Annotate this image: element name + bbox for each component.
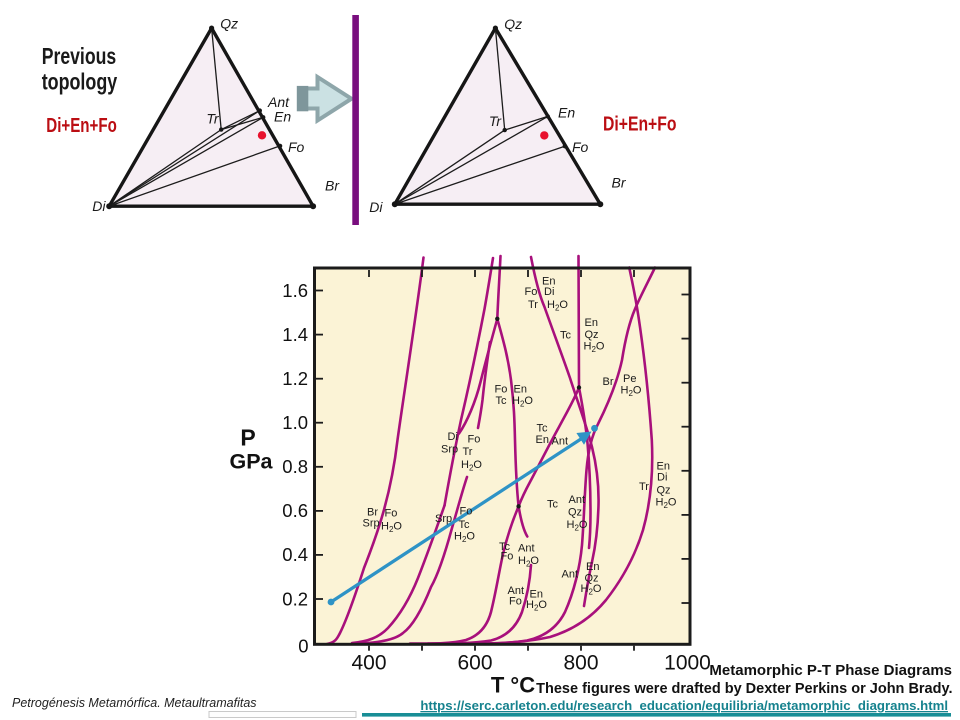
svg-text:P: P [240,425,255,451]
svg-text:400: 400 [351,651,386,674]
svg-text:Br: Br [603,376,614,388]
svg-text:Fo: Fo [509,596,522,608]
svg-text:En: En [542,276,555,288]
svg-text:0: 0 [298,636,308,657]
svg-text:800: 800 [563,651,598,674]
svg-text:H2O: H2O [381,521,402,535]
svg-text:Fo: Fo [495,384,508,396]
svg-text:H2O: H2O [656,497,677,511]
svg-text:En: En [657,461,670,473]
svg-text:Qz: Qz [504,16,522,32]
svg-text:Fo: Fo [572,139,589,155]
svg-text:Metamorphic P-T Phase Diagrams: Metamorphic P-T Phase Diagrams [709,662,952,679]
svg-text:1.0: 1.0 [282,412,308,433]
svg-text:Fo: Fo [288,139,305,155]
svg-text:Tc: Tc [459,519,471,531]
svg-text:En: En [558,105,575,121]
svg-text:H2O: H2O [454,531,475,545]
svg-text:En: En [585,317,598,329]
svg-text:Fo: Fo [468,434,481,446]
svg-text:0.8: 0.8 [282,456,308,477]
svg-text:GPa: GPa [229,450,273,474]
svg-text:Di: Di [92,198,106,214]
svg-text:Ant: Ant [562,569,579,581]
svg-text:En: En [536,434,549,446]
svg-text:Fo: Fo [460,506,473,518]
svg-text:1.4: 1.4 [282,324,308,345]
svg-text:Tc: Tc [537,423,549,435]
svg-text:Previous: Previous [42,43,117,69]
svg-text:Di: Di [369,199,383,215]
svg-text:Br: Br [612,175,627,191]
svg-text:Tr: Tr [463,446,473,458]
svg-text:Tr: Tr [639,481,649,493]
svg-text:H2O: H2O [581,583,602,597]
svg-text:Ant: Ant [508,585,525,597]
svg-text:Qz: Qz [568,507,582,519]
svg-text:0.2: 0.2 [282,589,308,610]
svg-text:Srp: Srp [441,444,458,456]
svg-text:Br: Br [367,507,378,519]
svg-text:Fo: Fo [525,286,538,298]
svg-text:Srp: Srp [435,513,452,525]
svg-text:H2O: H2O [512,395,533,409]
svg-text:1.6: 1.6 [282,280,308,301]
svg-text:600: 600 [457,651,492,674]
svg-text:Srp: Srp [363,518,380,530]
svg-text:Tc: Tc [496,395,508,407]
svg-text:1.2: 1.2 [282,368,308,389]
svg-text:H2O: H2O [621,385,642,399]
svg-text:H2O: H2O [567,519,588,533]
svg-text:Tc: Tc [560,330,572,342]
svg-text:Di: Di [544,286,554,298]
svg-text:Di: Di [657,472,667,484]
svg-text:Ant: Ant [569,494,586,506]
svg-text:H2O: H2O [518,555,539,569]
svg-text:H2O: H2O [547,299,568,313]
svg-text:En: En [586,561,599,573]
svg-text:Qz: Qz [220,16,238,32]
svg-text:Ant: Ant [552,436,569,448]
svg-text:1000: 1000 [664,651,711,674]
svg-text:https://serc.carleton.edu/rese: https://serc.carleton.edu/research_educa… [420,698,948,713]
svg-text:Br: Br [325,178,340,194]
svg-text:Ant: Ant [518,543,535,555]
svg-text:Qz: Qz [657,485,671,497]
svg-text:Fo: Fo [385,508,398,520]
svg-text:En: En [514,384,527,396]
svg-text:H2O: H2O [461,459,482,473]
svg-text:Qz: Qz [585,573,599,585]
svg-text:Tr: Tr [206,111,220,127]
svg-text:0.6: 0.6 [282,500,308,521]
svg-text:Tr: Tr [489,113,503,129]
svg-text:Di+En+Fo: Di+En+Fo [46,115,117,137]
svg-text:Tr: Tr [528,299,538,311]
svg-text:Pe: Pe [623,373,636,385]
svg-text:H2O: H2O [526,599,547,613]
svg-text:Petrogénesis Metamórfica. Me: Petrogénesis Metamórfica. Metaultramafit… [12,696,257,710]
svg-text:En: En [274,109,291,125]
svg-text:topology: topology [42,69,118,95]
svg-text:Di: Di [448,431,458,443]
svg-text:Qz: Qz [585,329,599,341]
svg-text:These figures were drafted by: These figures were drafted by Dexter Per… [536,681,952,697]
svg-text:H2O: H2O [584,341,605,355]
svg-text:Fo: Fo [501,551,514,563]
svg-text:0.4: 0.4 [282,544,308,565]
svg-text:Tc: Tc [499,541,511,553]
svg-text:T °C: T °C [491,672,535,697]
svg-text:Ant: Ant [267,94,290,110]
svg-text:Di+En+Fo: Di+En+Fo [603,114,677,136]
svg-text:En: En [530,589,543,601]
svg-text:Tc: Tc [547,499,559,511]
